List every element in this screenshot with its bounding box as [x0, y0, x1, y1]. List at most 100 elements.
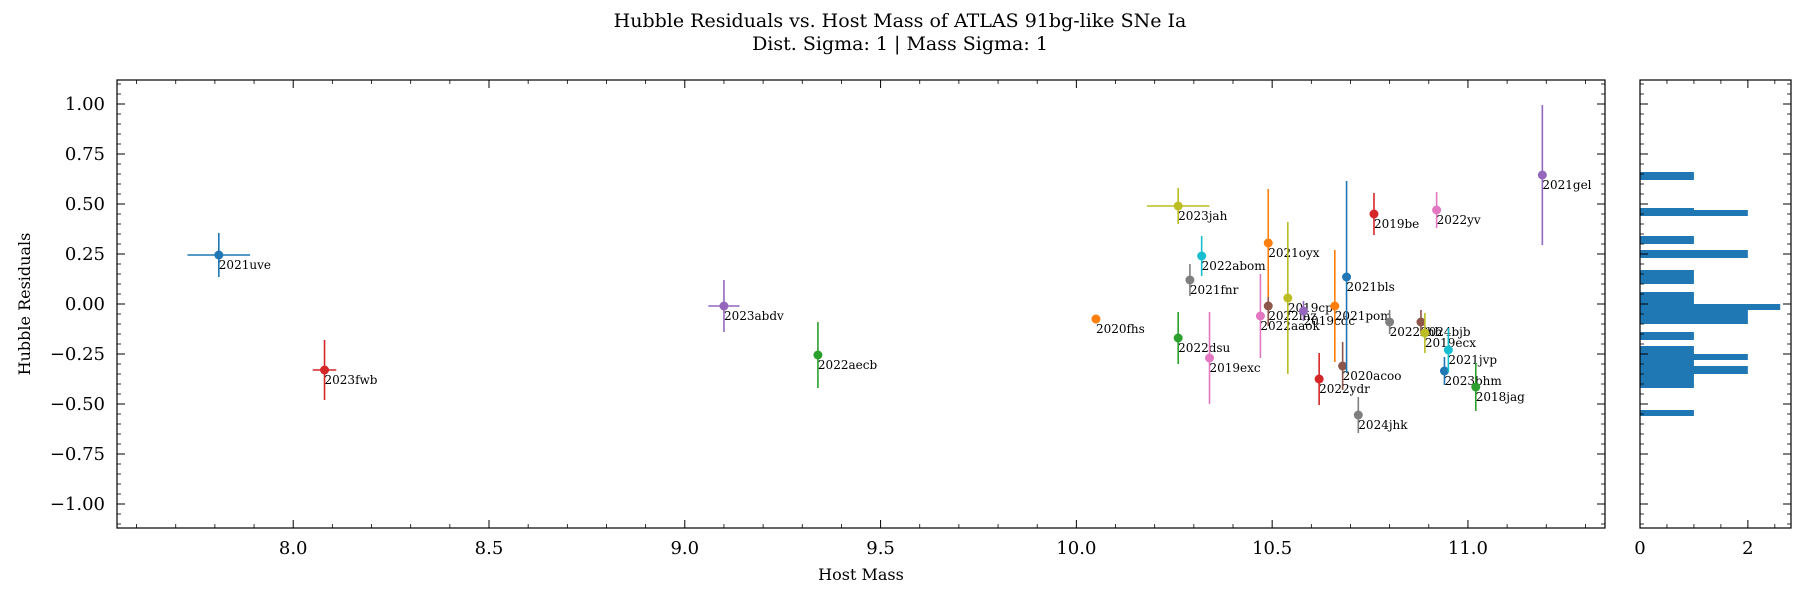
histogram-bar [1640, 354, 1748, 360]
x-tick-label: 8.0 [279, 538, 308, 559]
main-points: 2021uve 2023fwb 2023abdv 2022aecb 2020fhs 202… [187, 105, 1592, 433]
data-marker [1185, 275, 1195, 285]
main-plot-frame [116, 79, 1606, 529]
histogram-bar [1640, 366, 1748, 374]
point-label: 2022aaok [1260, 319, 1320, 333]
data-point-2023jah: 2023jah [1146, 188, 1228, 224]
point-label: 2021gel [1542, 178, 1591, 192]
histogram-bar [1640, 250, 1748, 258]
x-tick-label: 9.5 [866, 538, 895, 559]
data-marker [1263, 238, 1273, 248]
data-marker [1342, 272, 1352, 282]
point-label: 2019exc [1210, 361, 1261, 375]
point-label: 2021pom [1335, 309, 1392, 323]
data-marker [1255, 311, 1265, 321]
data-point-2022abom: 2022abom [1197, 236, 1266, 276]
data-point-2019exc: 2019exc [1205, 312, 1261, 404]
data-marker [1283, 293, 1293, 303]
data-point-2019ecx: 2019ecx [1420, 313, 1476, 353]
point-label: 2022aecb [818, 358, 878, 372]
data-point-2020acoo: 2020acoo [1338, 342, 1402, 390]
histogram-bar [1640, 210, 1748, 216]
data-marker [1369, 209, 1379, 219]
data-point-2023abdv: 2023abdv [708, 280, 784, 332]
point-label: 2021jvp [1448, 353, 1497, 367]
point-label: 2023fwb [325, 373, 378, 387]
data-marker [1443, 345, 1453, 355]
data-point-2023fwb: 2023fwb [312, 340, 378, 400]
data-point-2020fhs: 2020fhs [1091, 314, 1145, 336]
histogram-bar [1640, 310, 1748, 324]
data-point-2021pom: 2021pom [1330, 250, 1392, 362]
data-point-2021gel: 2021gel [1537, 105, 1592, 245]
x-tick-label: 10.0 [1056, 538, 1096, 559]
data-point-2024bjb: 2024bjb [1416, 310, 1471, 339]
data-point-2022ydr: 2022ydr [1314, 353, 1370, 405]
data-marker [320, 365, 330, 375]
data-point-2019cp: 2019cp [1283, 222, 1333, 374]
y-tick-label: −0.50 [50, 394, 105, 415]
y-tick-label: 1.00 [65, 94, 105, 115]
data-point-2022yv: 2022yv [1432, 192, 1481, 228]
main-ticks: 8.0 8.5 9.0 9.5 10.0 10.5 11.0 1.00 0.75 0.50 0.25… [50, 80, 1605, 559]
data-marker [1173, 201, 1183, 211]
data-point-2019cdc: 2019cdc [1298, 301, 1355, 328]
histogram-bars [1640, 172, 1781, 416]
point-label: 2023jah [1178, 209, 1227, 223]
point-label: 2019cdc [1303, 314, 1355, 328]
y-tick-label: −1.00 [50, 494, 105, 515]
data-point-2021jvp: 2021jvp [1443, 328, 1497, 372]
point-label: 2024bjb [1421, 325, 1471, 339]
point-label: 2022ydr [1319, 382, 1370, 396]
point-label: 2019be [1374, 217, 1419, 231]
y-axis-label: Hubble Residuals [15, 233, 34, 376]
point-label: 2024jhk [1358, 418, 1408, 432]
data-marker [1537, 170, 1547, 180]
point-label: 2020acoo [1343, 369, 1402, 383]
data-marker [1298, 306, 1308, 316]
point-label: 2021fnr [1190, 283, 1239, 297]
histogram-bar [1640, 270, 1694, 284]
histogram-bar [1640, 304, 1781, 310]
point-label: 2021uve [219, 258, 271, 272]
data-point-2019be: 2019be [1369, 193, 1419, 235]
y-tick-label: 0.75 [65, 144, 105, 165]
histogram-frame [1639, 79, 1792, 529]
point-label: 2022abom [1202, 259, 1267, 273]
point-label: 2022yv [1437, 213, 1481, 227]
point-label: 2020fhs [1096, 322, 1145, 336]
x-axis-label: Host Mass [818, 565, 904, 584]
data-marker [1439, 366, 1449, 376]
data-marker [1416, 317, 1426, 327]
data-point-2023bhm: 2023bhm [1439, 357, 1502, 388]
data-marker [214, 250, 224, 260]
data-point-2021uve: 2021uve [187, 233, 271, 277]
point-label: 2021bls [1347, 280, 1395, 294]
histogram-bar [1640, 172, 1694, 180]
data-point-2021bls: 2021bls [1342, 181, 1395, 373]
data-marker [1353, 410, 1363, 420]
point-label: 2021oyx [1268, 246, 1320, 260]
data-marker [1205, 353, 1215, 363]
data-marker [1338, 361, 1348, 371]
data-marker [1314, 374, 1324, 384]
point-label: 2022xhh [1390, 325, 1443, 339]
data-point-2024jhk: 2024jhk [1353, 397, 1408, 433]
x-tick-label: 9.0 [670, 538, 699, 559]
data-marker [1091, 314, 1101, 324]
point-label: 2022dsu [1178, 341, 1230, 355]
data-point-2022aaok: 2022aaok [1255, 274, 1320, 358]
point-label: 2023abdv [724, 309, 784, 323]
point-label: 2019cp [1288, 301, 1333, 315]
histogram-bar [1640, 236, 1694, 244]
x-tick-label: 8.5 [475, 538, 504, 559]
point-label: 2018jag [1476, 390, 1525, 404]
data-point-2022xhh: 2022xhh [1385, 310, 1443, 339]
data-point-2021oyx: 2021oyx [1263, 189, 1320, 297]
y-tick-label: 0.25 [65, 244, 105, 265]
point-label: 2019ecx [1425, 336, 1476, 350]
hist-x-tick-label: 2 [1742, 538, 1753, 559]
histogram-bar [1640, 332, 1694, 340]
